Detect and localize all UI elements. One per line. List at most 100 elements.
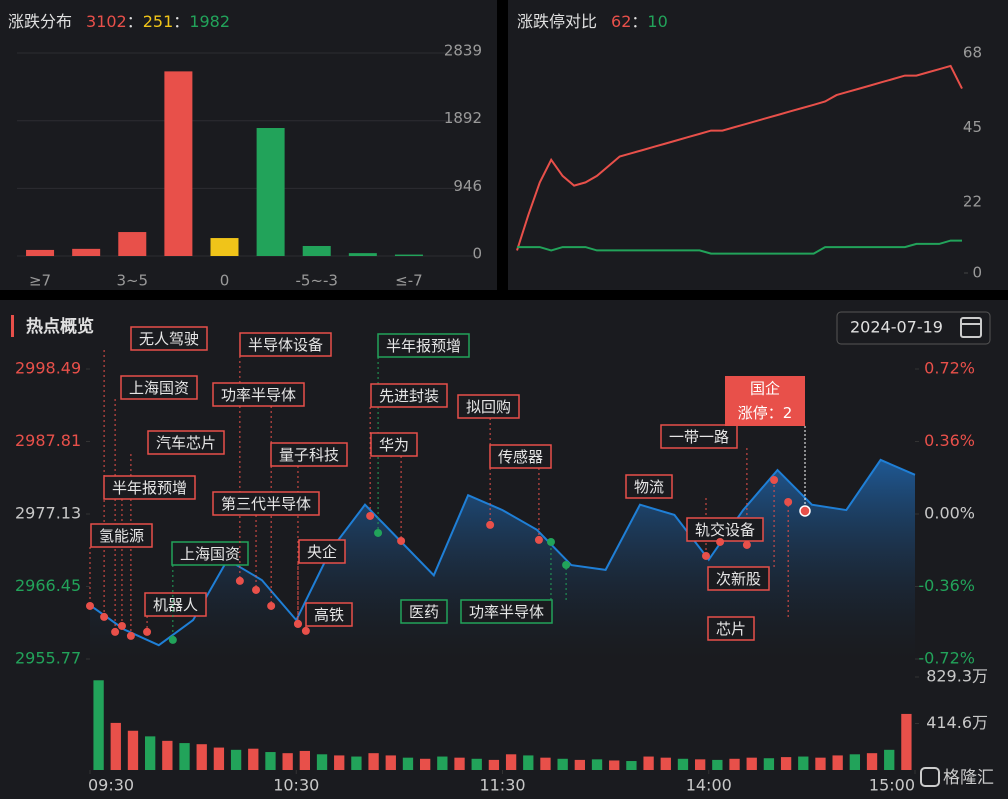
annotation-box (298, 539, 346, 564)
date-picker[interactable]: 2024-07-19 (836, 311, 991, 345)
volume-bar (763, 758, 775, 770)
annotation-label: 上海国资 (180, 545, 240, 563)
volume-bar (248, 748, 259, 770)
annotation-label: 次新股 (716, 570, 761, 588)
y-tick-label: 2987.81 (15, 431, 81, 450)
hot-title: 热点概览 (26, 316, 94, 337)
x-tick-label: 15:00 (869, 776, 915, 795)
annotation-box (212, 491, 320, 516)
series-line (516, 64, 963, 251)
annotation-box (305, 602, 353, 627)
annotation-box (707, 566, 770, 591)
annotation-label: 无人驾驶 (139, 330, 199, 348)
annotation-box (489, 444, 552, 469)
volume-bar (230, 749, 242, 770)
panel-distribution (0, 0, 497, 290)
separator: ： (127, 12, 143, 31)
volume-bar (712, 759, 723, 770)
y-tick-label: 946 (453, 177, 482, 195)
y-tick-label: 68 (963, 44, 982, 62)
x-tick-label: 14:00 (686, 776, 732, 795)
volume-bar (505, 754, 517, 770)
annotation-label: 先进封装 (379, 387, 439, 405)
date-box[interactable] (836, 311, 991, 345)
y2-tick-label: -0.36% (918, 576, 975, 595)
volume-tick-label: 829.3万 (926, 667, 988, 686)
annotation-dot (100, 612, 109, 621)
volume-bar (368, 753, 379, 770)
x-tick-label: 10:30 (273, 776, 319, 795)
annotation-dot (397, 536, 406, 545)
annotation-label: 半年报预增 (112, 479, 187, 497)
volume-bar (162, 740, 173, 770)
volume-bar (780, 757, 792, 770)
annotation-dot (117, 621, 126, 630)
volume-bar (609, 760, 620, 770)
volume-bar (832, 755, 843, 770)
title-text: 涨跌分布 (8, 12, 72, 31)
title-accent (11, 315, 14, 337)
annotation-dot (143, 627, 152, 636)
annotation-label: 高铁 (314, 606, 344, 624)
y-tick-label: 2977.13 (15, 504, 81, 523)
annotation-dot (716, 537, 725, 546)
annotation-label: 芯片 (716, 620, 746, 638)
annotation-label: 机器人 (153, 596, 198, 614)
volume-bar (557, 758, 568, 770)
annotation-dot (374, 528, 383, 537)
volume-bar (660, 757, 671, 770)
separator: ： (173, 12, 189, 31)
volume-bar (574, 759, 585, 770)
bar (210, 238, 239, 256)
summary-value: 3102 (86, 12, 127, 31)
annotation-box (660, 424, 738, 449)
annotation-box (686, 517, 764, 542)
annotation-box (239, 332, 332, 357)
summary-value: 62 (611, 12, 631, 31)
annotation-label: 轨交设备 (695, 521, 755, 539)
volume-bar (196, 744, 207, 770)
annotation-dot (293, 619, 302, 628)
annotation-dot (702, 551, 710, 560)
volume-bar (746, 757, 757, 770)
annotation-label: 物流 (634, 478, 664, 496)
date-text[interactable]: 2024-07-19 (850, 318, 943, 337)
volume-bar (695, 759, 706, 770)
panel-title: 涨跌停对比 62：10 (517, 12, 668, 31)
price-area (90, 459, 915, 659)
annotation-label: 上海国资 (129, 379, 189, 397)
x-tick-label: ≤-7 (395, 272, 423, 290)
summary-value: 251 (143, 12, 174, 31)
annotation-box (370, 432, 418, 457)
y-tick-label: 0 (972, 264, 982, 282)
watermark: 格隆汇 (920, 767, 994, 788)
annotation-box (370, 383, 448, 408)
volume-bar (316, 754, 328, 770)
annotation-box (625, 474, 673, 499)
annotation-box (171, 541, 249, 566)
calendar-icon[interactable] (960, 317, 982, 338)
volume-bar (849, 754, 860, 770)
bar (394, 254, 423, 256)
volume-bar (213, 747, 225, 770)
annotation-box (270, 442, 348, 467)
annotation-dot (235, 576, 244, 585)
y-tick-label: 45 (963, 118, 982, 136)
annotation-label: 功率半导体 (221, 386, 296, 404)
x-tick-label: 09:30 (88, 776, 134, 795)
bar (118, 232, 147, 256)
annotation-label: 汽车芯片 (156, 434, 216, 452)
volume-bar (643, 756, 654, 770)
annotation-box (212, 382, 305, 407)
volume-bar (471, 758, 482, 770)
volume-bar (179, 743, 190, 770)
watermark-text: 格隆汇 (943, 768, 994, 788)
annotation-box (103, 475, 196, 500)
volume-bar (282, 753, 293, 770)
x-tick-label: -5~-3 (295, 272, 337, 290)
volume-tick-label: 414.6万 (926, 713, 988, 732)
annotation-box (377, 333, 470, 358)
bar (164, 71, 193, 256)
volume-bar (866, 753, 878, 770)
